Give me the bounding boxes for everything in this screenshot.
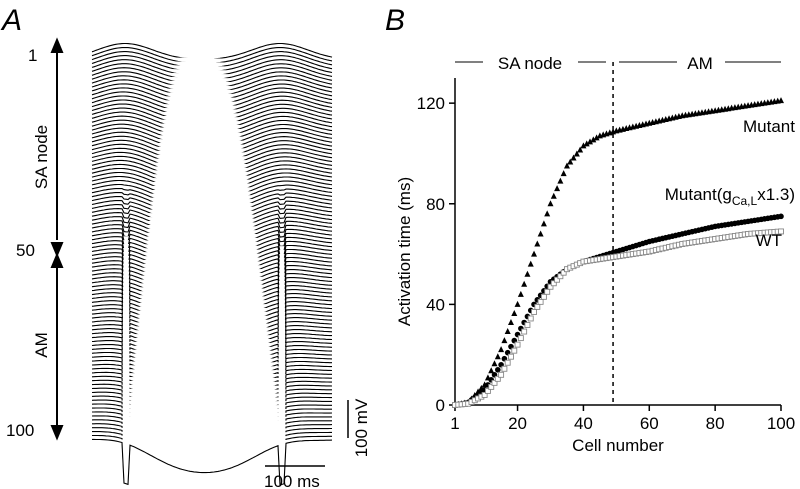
data-point [580,142,587,149]
data-point [498,346,505,353]
series-label-1: Mutant(gCa,Lx1.3) [665,185,795,208]
data-point [544,288,551,295]
data-point [488,383,495,390]
data-point [491,379,498,386]
data-point [481,391,488,398]
data-point [567,158,574,165]
data-point [540,220,547,227]
data-point [537,230,544,237]
y-axis-label: Activation time (ms) [395,177,414,326]
data-point [491,360,498,367]
data-point [547,200,554,207]
data-point [570,154,577,161]
data-point [527,315,534,322]
data-point [531,250,538,257]
data-point [514,300,521,307]
x-tick-label: 60 [640,414,659,433]
data-point [593,134,600,141]
x-tick-label: 80 [706,414,725,433]
data-point [517,290,524,297]
data-point [521,328,528,335]
cell-tick-100: 100 [6,421,34,440]
data-point [537,298,544,305]
time-scale-label: 100 ms [264,472,320,489]
data-point [544,210,551,217]
data-point [521,280,528,287]
segment-label-am: AM [32,332,51,358]
y-tick-label: 120 [417,94,445,113]
data-point [524,322,531,328]
cell-tick-50: 50 [16,241,35,260]
arrow-down-icon [50,425,64,441]
data-point [524,270,531,277]
data-point [587,138,594,145]
data-point [511,309,518,316]
data-point [501,365,508,372]
x-tick-label: 1 [450,414,459,433]
cell-axis [50,37,64,441]
data-point [590,136,597,143]
data-point [560,170,567,177]
data-point [508,353,514,360]
data-point [494,353,501,360]
panel-a-letter: A [0,4,22,37]
data-point [534,303,541,310]
data-point [484,387,491,394]
data-point [577,146,584,153]
data-point [560,269,567,276]
data-point [563,162,570,169]
data-point [554,276,561,283]
x-tick-label: 40 [574,414,593,433]
data-point [778,228,784,235]
cell-tick-1: 1 [28,46,37,65]
ap-trace-100 [92,438,333,486]
data-point [527,260,534,267]
data-point [573,150,580,157]
arrow-up-icon [50,37,64,53]
arrow-down-icon [50,242,64,258]
data-point [494,375,501,382]
data-point [514,341,521,348]
region-label-am: AM [687,54,713,73]
data-point [501,337,508,344]
data-point [557,177,564,184]
series-label-0: Mutant [743,117,795,136]
series-1 [452,213,784,408]
panel-b-letter: B [385,4,405,37]
x-tick-label: 20 [508,414,527,433]
data-point [534,240,541,247]
data-point [504,328,511,335]
y-tick-label: 0 [436,396,445,415]
segment-label-sa-node: SA node [32,125,51,189]
data-point [511,347,518,354]
data-point [531,308,537,315]
data-point [557,273,564,280]
data-point [495,366,501,373]
action-potential-traces [91,42,333,486]
data-point [517,335,524,342]
data-point [778,213,784,220]
data-point [583,140,590,147]
data-point [554,185,561,192]
data-point [550,192,557,199]
series-label-2: WT [756,231,782,250]
data-point [488,367,495,374]
data-point [550,280,557,287]
x-axis-label: Cell number [572,436,664,455]
data-point [507,318,514,325]
series-2 [452,228,784,408]
y-tick-label: 80 [426,195,445,214]
data-point [540,293,547,300]
data-point [547,283,554,290]
data-point [504,359,511,366]
voltage-scale-label: 100 mV [352,398,371,457]
x-tick-label: 100 [767,414,795,433]
region-label-sa-node: SA node [498,54,562,73]
data-point [498,371,505,378]
data-point [778,97,784,104]
y-tick-label: 40 [426,295,445,314]
